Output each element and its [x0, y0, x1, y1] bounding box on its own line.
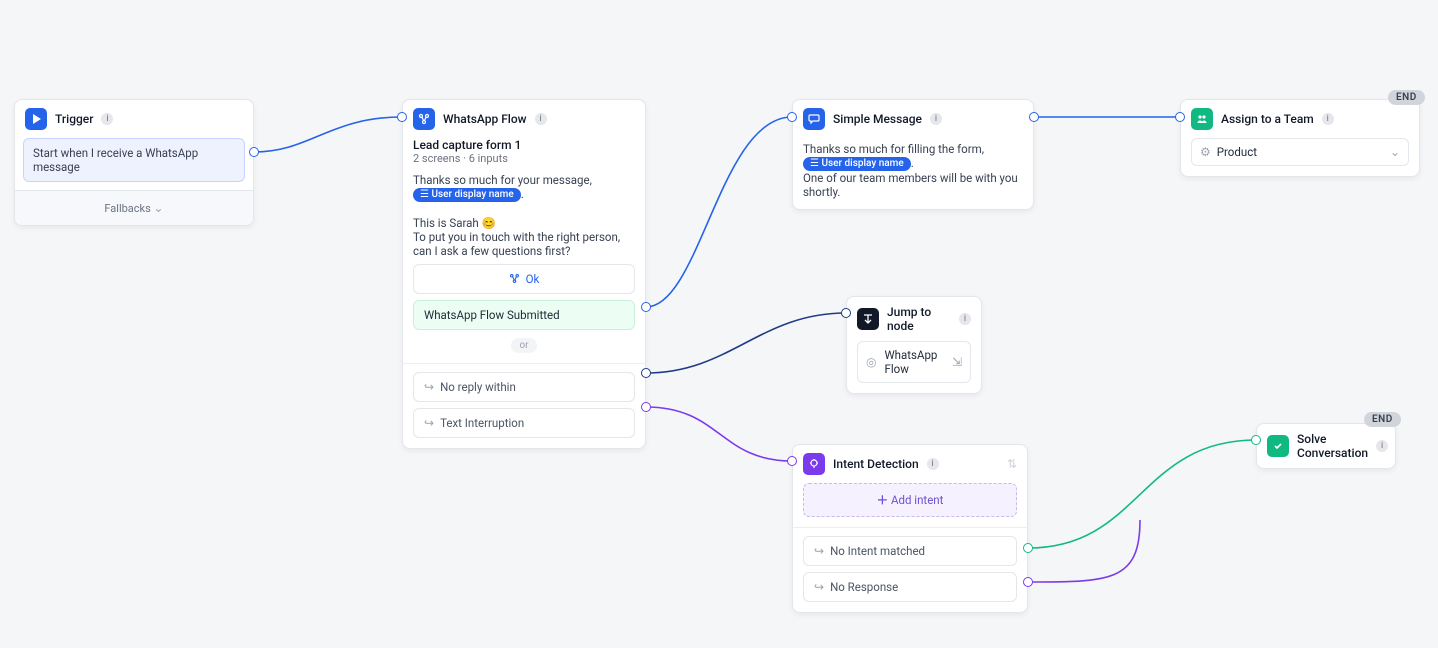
fallback-icon: ↪: [814, 580, 824, 594]
or-divider: or: [511, 338, 537, 353]
info-icon: i: [1322, 113, 1334, 125]
gear-icon: ⚙: [1200, 145, 1211, 159]
jump-title: Jump to node: [887, 305, 951, 333]
target-icon: ◎: [866, 355, 876, 369]
edges-layer: [0, 0, 1438, 648]
intent-detection-node[interactable]: Intent Detection i ⇅ ＋ Add intent ↪ No I…: [792, 444, 1028, 613]
intent-icon: [803, 453, 825, 475]
trigger-start-condition[interactable]: Start when I receive a WhatsApp message: [23, 138, 245, 182]
sort-icon[interactable]: ⇅: [1007, 457, 1017, 471]
form-title: Lead capture form 1: [413, 138, 635, 152]
connection-port[interactable]: [249, 147, 259, 157]
intent-title: Intent Detection: [833, 457, 919, 471]
info-icon: i: [535, 113, 547, 125]
simple-message-node[interactable]: Simple Message i Thanks so much for fill…: [792, 99, 1034, 210]
connection-port[interactable]: [641, 368, 651, 378]
fallback-icon: ↪: [814, 544, 824, 558]
form-meta: 2 screens · 6 inputs: [413, 152, 635, 165]
info-icon: i: [959, 313, 971, 325]
text-interruption-outcome[interactable]: ↪ Text Interruption: [413, 408, 635, 438]
simple-title: Simple Message: [833, 112, 922, 126]
connection-port[interactable]: [1023, 577, 1033, 587]
no-reply-outcome[interactable]: ↪ No reply within: [413, 372, 635, 402]
solve-title: Solve Conversation: [1297, 432, 1368, 460]
user-display-name-variable[interactable]: ☰ User display name: [413, 188, 521, 202]
divider: [403, 363, 645, 364]
connection-port[interactable]: [787, 112, 797, 122]
assign-team-node[interactable]: Assign to a Team i ⚙ Product ⌄: [1180, 99, 1420, 177]
assign-title: Assign to a Team: [1221, 112, 1314, 126]
link-icon: ⇲: [952, 355, 962, 369]
chevron-down-icon: ⌄: [154, 201, 164, 215]
no-intent-matched-outcome[interactable]: ↪ No Intent matched: [803, 536, 1017, 566]
connection-port[interactable]: [641, 402, 651, 412]
jump-icon: [857, 308, 879, 330]
chat-bubble-icon: [803, 108, 825, 130]
connection-port[interactable]: [841, 308, 851, 318]
play-icon: [25, 108, 47, 130]
no-response-outcome[interactable]: ↪ No Response: [803, 572, 1017, 602]
flow-icon: [413, 108, 435, 130]
end-tag: END: [1388, 90, 1425, 105]
connection-port[interactable]: [1175, 112, 1185, 122]
whatsapp-flow-node[interactable]: WhatsApp Flow i Lead capture form 1 2 sc…: [402, 99, 646, 449]
connection-port[interactable]: [641, 302, 651, 312]
connection-port[interactable]: [1029, 112, 1039, 122]
check-circle-icon: [1267, 435, 1289, 457]
trigger-fallbacks-toggle[interactable]: Fallbacks ⌄: [15, 190, 253, 225]
divider: [793, 527, 1027, 528]
jump-to-node[interactable]: Jump to node i ◎ WhatsApp Flow ⇲: [846, 296, 982, 394]
connection-port[interactable]: [397, 112, 407, 122]
trigger-node[interactable]: Trigger i Start when I receive a WhatsAp…: [14, 99, 254, 226]
fallback-icon: ↪: [424, 380, 434, 394]
chevron-down-icon: ⌄: [1390, 145, 1400, 159]
info-icon: i: [927, 458, 939, 470]
user-display-name-variable[interactable]: ☰ User display name: [803, 157, 911, 171]
info-icon: i: [930, 113, 942, 125]
solve-conversation-node[interactable]: Solve Conversation i: [1256, 423, 1396, 469]
info-icon: i: [1376, 440, 1388, 452]
team-select[interactable]: ⚙ Product ⌄: [1191, 138, 1409, 166]
info-icon: i: [101, 113, 113, 125]
connection-port[interactable]: [1251, 435, 1261, 445]
flow-submitted-outcome[interactable]: WhatsApp Flow Submitted: [413, 300, 635, 330]
add-intent-button[interactable]: ＋ Add intent: [803, 483, 1017, 517]
fallback-icon: ↪: [424, 416, 434, 430]
trigger-title: Trigger: [55, 112, 93, 126]
connection-port[interactable]: [787, 456, 797, 466]
waflow-title: WhatsApp Flow: [443, 112, 527, 126]
team-icon: [1191, 108, 1213, 130]
end-tag: END: [1364, 412, 1401, 427]
ok-button-preview[interactable]: Ok: [413, 264, 635, 294]
jump-target-select[interactable]: ◎ WhatsApp Flow ⇲: [857, 341, 971, 383]
connection-port[interactable]: [1023, 543, 1033, 553]
flow-branch-icon: [509, 273, 520, 284]
